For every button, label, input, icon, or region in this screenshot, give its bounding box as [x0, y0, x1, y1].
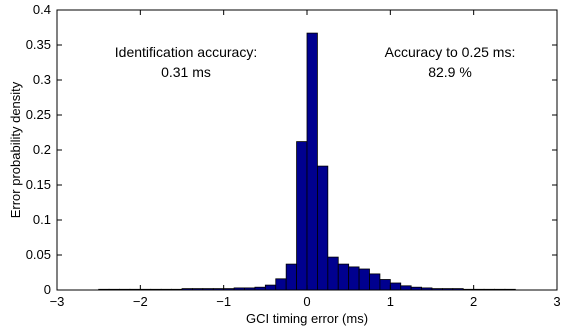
x-tick-label: −3	[50, 294, 65, 309]
y-tick-label: 0.35	[26, 37, 51, 52]
x-tick-label: 1	[387, 294, 394, 309]
annotation-accuracy-value: 82.9 %	[428, 64, 472, 80]
histogram-bar	[285, 263, 297, 291]
histogram-bar	[369, 273, 381, 291]
histogram-bar	[306, 32, 318, 291]
histogram-bar	[327, 256, 339, 291]
plot-frame	[56, 9, 558, 291]
y-tick-label: 0.4	[33, 2, 51, 17]
y-axis-label: Error probability density	[8, 81, 23, 218]
y-tick-label: 0.3	[33, 72, 51, 87]
annotation-accuracy-label: Accuracy to 0.25 ms:	[385, 44, 516, 60]
histogram-bar	[379, 279, 391, 291]
histogram-bar	[275, 278, 287, 291]
x-tick-label: 2	[470, 294, 477, 309]
y-tick-label: 0	[44, 282, 51, 297]
x-tick-label: 0	[303, 294, 310, 309]
histogram-bar	[317, 165, 329, 291]
histogram-bar	[400, 285, 412, 291]
histogram-bar	[358, 268, 370, 291]
histogram-bar	[348, 266, 360, 291]
histogram-bar	[389, 282, 402, 291]
y-tick-label: 0.05	[26, 247, 51, 262]
histogram-bar	[264, 284, 277, 291]
x-axis-label: GCI timing error (ms)	[246, 311, 368, 326]
x-tick-label: −1	[216, 294, 231, 309]
y-tick-label: 0.1	[33, 212, 51, 227]
x-tick-label: 3	[553, 294, 560, 309]
y-tick-label: 0.2	[33, 142, 51, 157]
x-tick-label: −2	[133, 294, 148, 309]
annotation-identification-label: Identification accuracy:	[115, 44, 257, 60]
y-tick-label: 0.25	[26, 107, 51, 122]
histogram-bar	[296, 141, 308, 291]
annotation-identification-value: 0.31 ms	[161, 64, 211, 80]
histogram-bar	[337, 263, 350, 291]
y-tick-label: 0.15	[26, 177, 51, 192]
